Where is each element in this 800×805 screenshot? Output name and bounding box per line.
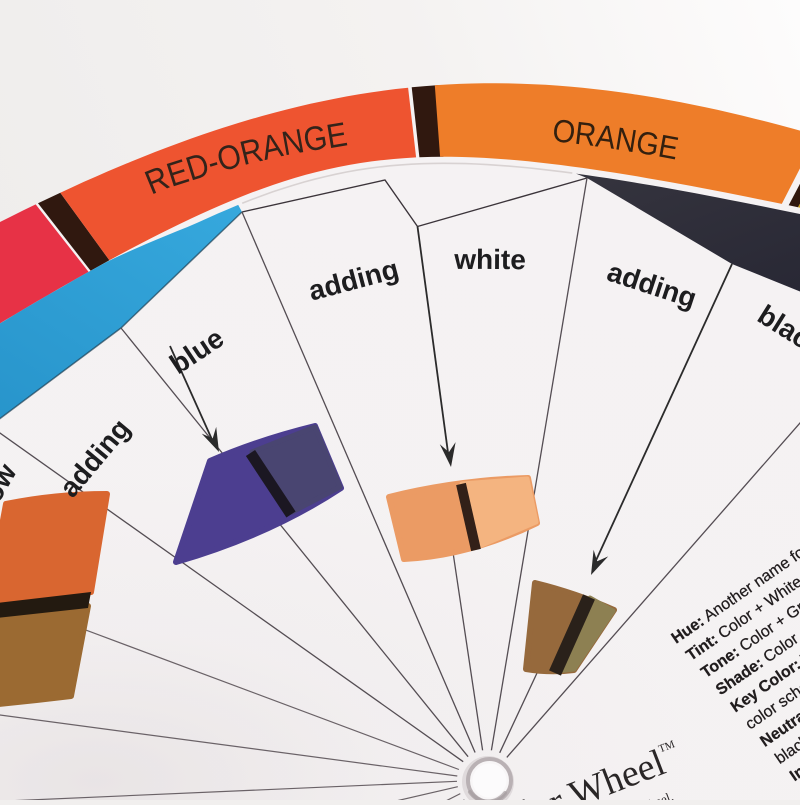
svg-text:white: white — [453, 244, 526, 275]
